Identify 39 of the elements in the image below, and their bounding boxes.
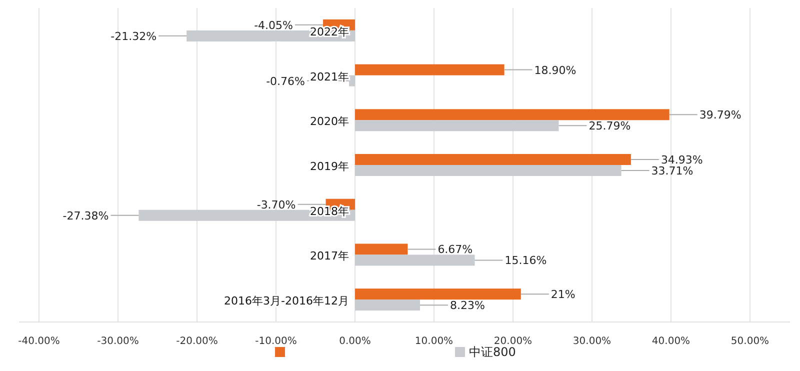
y-tick-label: 2019年 (310, 160, 349, 173)
data-label: 15.16% (504, 254, 547, 268)
x-tick-label: 30.00% (572, 336, 612, 347)
bar (355, 165, 622, 176)
bar (355, 154, 631, 165)
y-tick-label: 2016年3月-2016年12月 (224, 294, 349, 308)
y-tick-label: 2017年 (310, 250, 349, 263)
bar (355, 254, 475, 266)
data-label: 18.90% (534, 64, 576, 77)
bar (355, 244, 408, 255)
x-tick-label: 20.00% (494, 336, 532, 347)
bar (355, 288, 521, 300)
bar (355, 120, 559, 132)
x-tick-label: -10.00% (255, 336, 297, 347)
x-tick-label: -20.00% (176, 336, 218, 347)
data-label: 6.67% (438, 243, 473, 256)
x-tick-label: 10.00% (414, 336, 454, 347)
bar (355, 300, 420, 311)
data-label: 25.79% (588, 120, 631, 133)
data-label: -21.32% (110, 30, 157, 43)
data-label: -0.76% (266, 74, 305, 88)
x-tick-label: 40.00% (652, 336, 690, 347)
data-label: 8.23% (450, 299, 485, 312)
data-label: -3.70% (256, 198, 296, 212)
bar (355, 109, 670, 120)
data-label: -27.38% (62, 209, 109, 222)
data-label: 39.79% (699, 108, 742, 122)
x-tick-label: 50.00% (730, 336, 770, 347)
data-label: 21% (550, 288, 576, 302)
bar (348, 75, 355, 86)
x-tick-label: 0.00% (339, 336, 371, 347)
data-label: 34.93% (660, 154, 703, 166)
data-label: -4.05% (254, 18, 294, 32)
x-tick-label: -30.00% (97, 336, 139, 347)
y-tick-label: 2020年 (310, 115, 349, 128)
legend-label: 中证800 (469, 345, 516, 359)
bar (355, 64, 504, 76)
x-tick-label: -40.00% (18, 336, 60, 347)
data-label: 33.71% (651, 164, 694, 178)
